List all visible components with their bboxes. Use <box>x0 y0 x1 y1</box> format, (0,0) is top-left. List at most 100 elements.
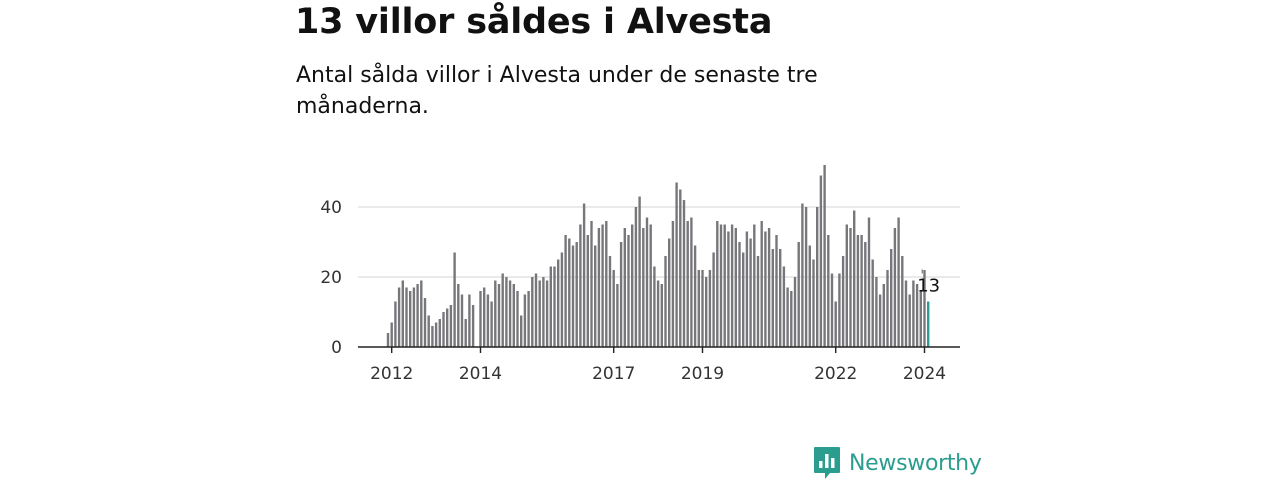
bar <box>423 298 427 347</box>
bar <box>446 308 449 347</box>
bar <box>849 228 852 347</box>
bar <box>534 273 538 347</box>
bar <box>416 284 419 347</box>
bar <box>653 266 656 347</box>
bar <box>497 284 501 347</box>
x-tick-label: 2019 <box>681 364 724 384</box>
bar <box>701 270 704 347</box>
bar <box>616 284 619 347</box>
bar <box>545 280 549 347</box>
bar <box>608 256 612 347</box>
bars <box>386 165 930 347</box>
bar <box>486 294 490 347</box>
bar <box>845 224 848 347</box>
bar <box>601 224 604 347</box>
bar <box>771 249 774 347</box>
bar <box>523 294 527 347</box>
bar <box>875 277 878 347</box>
bar <box>756 256 760 347</box>
bar <box>649 224 652 347</box>
x-tick-label: 2017 <box>592 364 635 384</box>
bar <box>697 270 700 347</box>
bar <box>760 221 763 347</box>
bar <box>671 221 675 347</box>
bar <box>882 284 885 347</box>
bar <box>434 322 438 347</box>
bar <box>571 245 575 347</box>
bar <box>738 242 741 347</box>
brand-logo: Newsworthy <box>813 446 982 480</box>
bar <box>412 287 416 347</box>
bar <box>586 235 589 347</box>
bar <box>623 228 626 347</box>
x-tick-label: 2012 <box>370 364 413 384</box>
bar <box>767 228 771 347</box>
bar <box>712 252 715 347</box>
bar <box>919 291 922 347</box>
bar <box>804 207 808 347</box>
bar <box>401 280 404 347</box>
bar <box>390 322 393 347</box>
bar <box>501 273 504 347</box>
y-tick-label: 20 <box>320 268 342 288</box>
bar <box>645 217 649 347</box>
bar <box>708 270 712 347</box>
bar <box>638 196 641 347</box>
bar <box>464 319 467 347</box>
bar <box>834 301 837 347</box>
bar <box>808 245 811 347</box>
bar <box>775 235 778 347</box>
bar <box>512 284 515 347</box>
bar <box>538 280 541 347</box>
bar <box>531 277 534 347</box>
bar <box>427 315 430 347</box>
bar <box>856 235 860 347</box>
bar <box>597 228 601 347</box>
bar <box>864 242 867 347</box>
bar <box>575 242 578 347</box>
bar <box>568 238 571 347</box>
bar <box>779 249 782 347</box>
bar <box>908 294 911 347</box>
bar <box>590 221 593 347</box>
bar <box>797 242 800 347</box>
bar <box>594 245 597 347</box>
bar <box>420 280 423 347</box>
bar <box>453 252 456 347</box>
bar <box>719 224 723 347</box>
bar <box>442 312 445 347</box>
bar <box>923 270 926 347</box>
bar <box>642 228 645 347</box>
bar <box>730 224 734 347</box>
bar <box>557 259 560 347</box>
bar <box>727 231 730 347</box>
bar <box>386 333 390 347</box>
bar <box>679 189 682 347</box>
bar <box>764 231 767 347</box>
bar <box>457 284 460 347</box>
bar <box>904 280 908 347</box>
bar <box>527 291 530 347</box>
bar <box>812 259 815 347</box>
bar <box>816 207 819 347</box>
y-tick-label: 40 <box>320 198 342 218</box>
bar <box>860 235 863 347</box>
bar <box>668 238 671 347</box>
bar <box>542 277 545 347</box>
y-tick-label: 0 <box>331 338 342 358</box>
annotations: 13 <box>917 269 940 297</box>
bar <box>438 319 441 347</box>
bar <box>901 256 904 347</box>
bar <box>619 242 623 347</box>
bar <box>819 175 823 347</box>
bar <box>745 231 749 347</box>
y-axis-labels: 0 20 40 <box>320 198 342 358</box>
bar <box>582 203 586 347</box>
bar <box>867 217 871 347</box>
bar <box>716 221 719 347</box>
bar <box>605 221 608 347</box>
bar <box>431 326 434 347</box>
x-tick-label: 2014 <box>459 364 502 384</box>
bar <box>723 224 726 347</box>
